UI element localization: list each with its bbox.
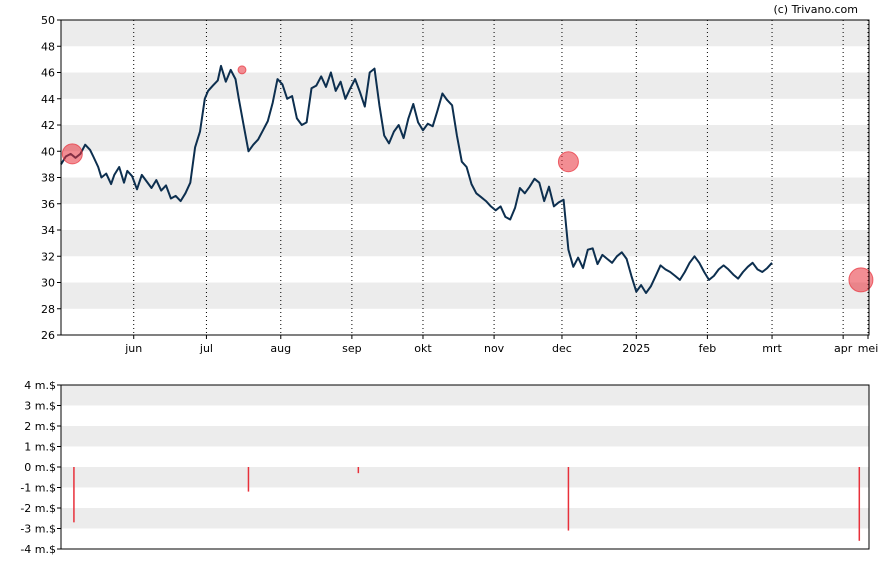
price-band <box>61 177 869 204</box>
price-band <box>61 20 869 47</box>
y-tick-label: 44 <box>41 93 55 106</box>
volume-chart-bars <box>73 467 861 541</box>
price-band <box>61 72 869 99</box>
volume-chart-y-axis: -4 m.$ -3 m.$ -2 m.$ -1 m.$ 0 m.$ 1 m.$ 2 m.$ 3… <box>20 379 61 556</box>
copyright-label: (c) Trivano.com <box>773 3 858 16</box>
y-tick-label: 2 m.$ <box>24 420 56 433</box>
y-tick-label: 36 <box>41 198 55 211</box>
price-band <box>61 230 869 257</box>
volume-band <box>61 385 869 406</box>
y-tick-label: 26 <box>41 329 55 342</box>
x-tick-label: sep <box>342 342 361 355</box>
y-tick-label: -4 m.$ <box>20 543 56 556</box>
price-chart-month-grid <box>133 20 869 335</box>
trade-marker <box>848 267 874 293</box>
price-chart-series <box>60 64 773 294</box>
y-tick-label: 48 <box>41 40 55 53</box>
volume-chart-bands <box>61 385 869 529</box>
x-tick-label: feb <box>699 342 717 355</box>
volume-band <box>61 467 869 488</box>
volume-band <box>61 426 869 447</box>
x-tick-label: okt <box>414 342 432 355</box>
y-tick-label: 34 <box>41 224 55 237</box>
y-tick-label: 46 <box>41 67 55 80</box>
price-line <box>60 64 773 294</box>
price-band <box>61 282 869 309</box>
price-chart-bands <box>61 20 869 309</box>
y-tick-label: 1 m.$ <box>24 441 56 454</box>
price-chart-y-axis: 26 28 30 32 34 36 38 40 42 44 46 48 50 <box>41 14 61 342</box>
price-band <box>61 125 869 152</box>
x-tick-label: nov <box>484 342 505 355</box>
price-chart-x-axis: jun jul aug sep okt nov dec 2025 feb mrt apr mei <box>124 335 878 355</box>
x-tick-label: jul <box>199 342 213 355</box>
y-tick-label: 42 <box>41 119 55 132</box>
x-tick-label: aug <box>270 342 291 355</box>
y-tick-label: -1 m.$ <box>20 482 56 495</box>
trade-marker <box>557 151 579 173</box>
y-tick-label: 4 m.$ <box>24 379 56 392</box>
y-tick-label: 28 <box>41 303 55 316</box>
y-tick-label: 30 <box>41 277 55 290</box>
x-tick-label: mei <box>858 342 879 355</box>
y-tick-label: -3 m.$ <box>20 523 56 536</box>
x-tick-label: apr <box>834 342 853 355</box>
y-tick-label: 32 <box>41 250 55 263</box>
y-tick-label: 0 m.$ <box>24 461 56 474</box>
x-tick-label: dec <box>552 342 572 355</box>
y-tick-label: 50 <box>41 14 55 27</box>
x-tick-label: jun <box>124 342 142 355</box>
price-chart-markers <box>61 65 874 293</box>
y-tick-label: 3 m.$ <box>24 400 56 413</box>
x-tick-label: mrt <box>762 342 782 355</box>
y-tick-label: 38 <box>41 172 55 185</box>
x-tick-label: 2025 <box>622 342 650 355</box>
trade-marker <box>237 65 247 75</box>
volume-band <box>61 508 869 529</box>
y-tick-label: 40 <box>41 145 55 158</box>
y-tick-label: -2 m.$ <box>20 502 56 515</box>
trade-marker <box>61 143 83 165</box>
